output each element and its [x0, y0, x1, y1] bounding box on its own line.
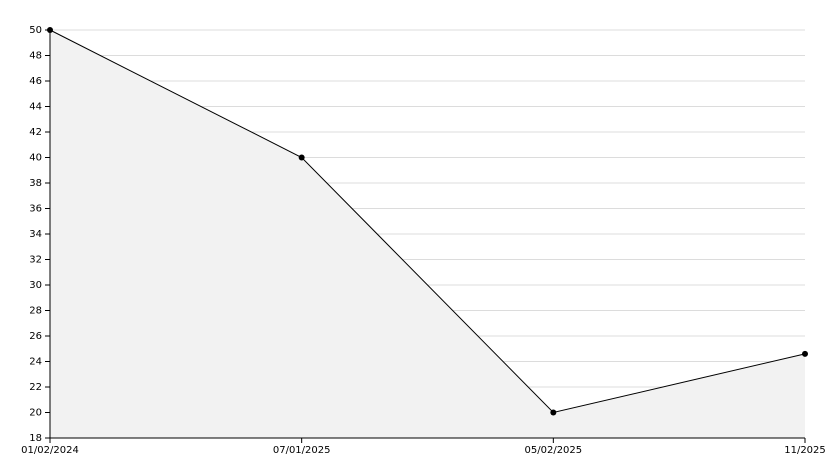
y-tick-label: 34 — [29, 229, 42, 240]
area — [50, 30, 805, 438]
y-tick-label: 28 — [29, 306, 42, 317]
point — [298, 154, 305, 161]
y-tick-label: 32 — [29, 255, 42, 266]
point — [47, 27, 53, 33]
y-tick-label: 40 — [29, 153, 42, 164]
y-tick-label: 18 — [29, 433, 42, 444]
x-tick-label: 05/02/2025 — [525, 445, 583, 456]
y-tick-label: 24 — [29, 357, 42, 368]
y-tick-label: 42 — [29, 127, 42, 138]
y-tick-label: 48 — [29, 51, 42, 62]
point — [802, 350, 808, 357]
y-tick-label: 46 — [29, 76, 42, 87]
x-tick-label: 07/01/2025 — [273, 445, 331, 456]
y-tick-label: 30 — [29, 280, 42, 291]
line — [49, 29, 806, 414]
x-tick-label: 11/2025 — [784, 445, 826, 456]
y-tick-label: 36 — [29, 204, 42, 215]
y-tick-label: 22 — [29, 382, 42, 393]
y-tick-label: 26 — [29, 331, 42, 342]
x-tick-label: 01/02/2024 — [21, 445, 79, 456]
y-tick-label: 44 — [29, 102, 42, 113]
y-tick-label: 38 — [29, 178, 42, 189]
y-tick-label: 50 — [29, 25, 42, 36]
y-tick-label: 20 — [29, 408, 42, 419]
point — [550, 409, 557, 416]
